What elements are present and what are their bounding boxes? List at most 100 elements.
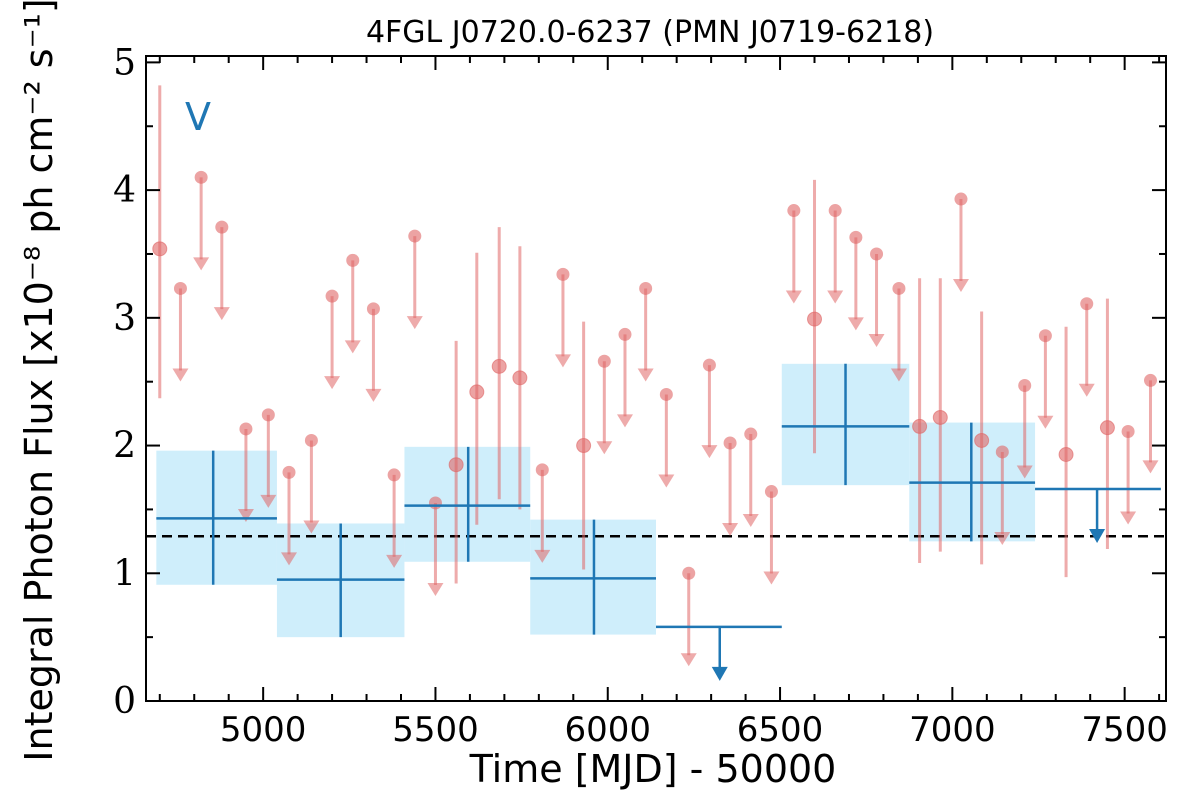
short-upper-limit [172, 281, 189, 382]
short-upper-limit-point [282, 465, 296, 479]
long-detection [404, 446, 531, 562]
short-upper-limit-arrowhead [406, 316, 423, 330]
short-upper-limit [680, 566, 697, 667]
short-upper-limit-point [828, 204, 842, 218]
short-upper-limit-point [194, 170, 208, 184]
short-upper-limit-point [239, 422, 253, 436]
x-axis-label: Time [MJD] - 50000 [469, 747, 837, 791]
short-upper-limit-arrowhead [994, 531, 1011, 545]
short-upper-limit [260, 408, 277, 508]
short-upper-limit-arrowhead [213, 307, 230, 321]
short-upper-limit [742, 427, 759, 528]
short-detection [448, 340, 464, 584]
long-detection [909, 422, 1036, 542]
short-upper-limit [406, 229, 423, 330]
short-bin-series [152, 85, 1159, 667]
short-upper-limit-point [1080, 297, 1094, 311]
short-upper-limit [386, 468, 403, 568]
short-upper-limit-point [366, 302, 380, 316]
short-detection-point [807, 311, 823, 327]
short-upper-limit-arrowhead [534, 549, 551, 563]
short-upper-limit [847, 230, 864, 331]
short-upper-limit-arrowhead [1142, 460, 1159, 474]
short-upper-limit-point [892, 281, 906, 295]
chart-title: 4FGL J0720.0-6237 (PMN J0719-6218) [366, 15, 934, 50]
short-detection [469, 252, 485, 525]
x-tick-label: 7500 [1081, 710, 1168, 750]
short-upper-limit-point [1143, 373, 1157, 387]
short-detection-point [469, 384, 485, 400]
long-bin-series [156, 363, 1161, 681]
short-upper-limit [596, 354, 613, 455]
y-tick-label: 4 [113, 170, 136, 211]
short-upper-limit-point [325, 289, 339, 303]
short-upper-limit-arrowhead [763, 571, 780, 585]
short-detection [807, 179, 823, 454]
short-upper-limit-arrowhead [701, 445, 718, 459]
short-upper-limit-arrowhead [324, 376, 341, 390]
short-upper-limit-point [849, 230, 863, 244]
short-upper-limit [344, 253, 361, 354]
short-upper-limit-point [1038, 329, 1052, 343]
y-axis-label: Integral Photon Flux [x10⁻⁸ ph cm⁻² s⁻¹] [17, 0, 61, 762]
short-upper-limit-point [173, 281, 187, 295]
x-tick-label: 5500 [392, 710, 479, 750]
short-upper-limit-point [954, 192, 968, 206]
short-upper-limit-arrowhead [847, 317, 864, 331]
short-upper-limit-point [995, 445, 1009, 459]
long-upper-limit [1035, 487, 1161, 543]
short-upper-limit-point [659, 387, 673, 401]
short-upper-limit-arrowhead [868, 333, 885, 347]
short-upper-limit-arrowhead [427, 583, 444, 597]
short-detection-point [1058, 446, 1074, 462]
long-detection [276, 523, 405, 638]
short-upper-limit-point [597, 354, 611, 368]
short-upper-limit-arrowhead [890, 368, 907, 382]
long-upper-limit-arrowhead [1089, 528, 1106, 543]
short-upper-limit [554, 267, 571, 368]
x-tick-label: 5000 [220, 710, 307, 750]
short-upper-limit [1120, 425, 1137, 525]
short-upper-limit-point [304, 433, 318, 447]
band-label: V [185, 95, 211, 139]
short-upper-limit [785, 204, 802, 304]
short-detection [152, 85, 168, 399]
axis-ticks: 5000 5500 6000 6500 7000 7500 0 1 2 3 4 5 [113, 42, 1168, 750]
short-upper-limit [237, 422, 254, 522]
short-upper-limit-point [723, 436, 737, 450]
x-tick-label: 7000 [909, 710, 996, 750]
short-upper-limit-point [764, 485, 778, 499]
short-upper-limit-arrowhead [596, 441, 613, 455]
short-upper-limit [658, 387, 675, 488]
short-detection-point [932, 409, 948, 425]
y-tick-label: 2 [113, 426, 136, 467]
short-upper-limit [827, 204, 844, 304]
long-detection [781, 363, 910, 486]
short-detection-point [912, 418, 928, 434]
short-detection-point [448, 457, 464, 473]
short-upper-limit-point [408, 229, 422, 243]
short-upper-limit [213, 220, 230, 321]
short-upper-limit [763, 485, 780, 585]
short-upper-limit-point [1121, 425, 1135, 439]
y-tick-label: 0 [113, 681, 136, 722]
short-detection-point [491, 358, 507, 374]
short-detection [1099, 298, 1115, 550]
short-detection-point [576, 438, 592, 454]
short-upper-limit-arrowhead [952, 279, 969, 293]
short-upper-limit-point [1018, 379, 1032, 393]
short-upper-limit-point [556, 267, 570, 281]
x-tick-label: 6500 [737, 710, 824, 750]
short-upper-limit-arrowhead [616, 414, 633, 428]
long-upper-limit [656, 625, 782, 681]
short-detection [932, 278, 948, 552]
short-detection [974, 311, 990, 565]
short-upper-limit-arrowhead [303, 520, 320, 534]
long-upper-limit-arrowhead [711, 666, 728, 681]
short-upper-limit-point [744, 427, 758, 441]
short-detection [491, 227, 507, 500]
short-upper-limit-arrowhead [193, 257, 210, 271]
short-upper-limit-point [870, 247, 884, 261]
short-upper-limit [534, 463, 551, 563]
